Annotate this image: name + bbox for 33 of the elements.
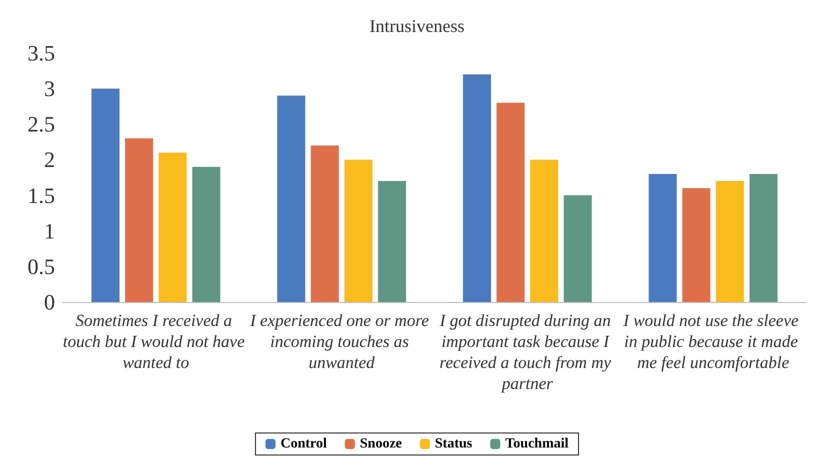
bar <box>564 195 592 302</box>
legend-label: Snooze <box>360 436 402 452</box>
y-tick-label: 0.5 <box>28 254 55 279</box>
y-tick-label: 1.5 <box>28 182 55 208</box>
x-tick-label: Sometimes I received a touch but I would not have wanted to <box>62 311 249 372</box>
bar <box>750 174 778 302</box>
legend-label: Control <box>280 436 327 452</box>
x-tick-label: I would not use the sleeve in public because it made me feel uncomfortable <box>622 311 803 372</box>
legend-label: Status <box>434 436 473 452</box>
bar <box>530 160 558 302</box>
chart-title: Intrusiveness <box>370 16 464 36</box>
bar <box>277 96 306 302</box>
y-tick-label: 3 <box>44 76 55 102</box>
bar <box>125 138 154 302</box>
bar <box>496 102 525 302</box>
bar <box>310 145 339 302</box>
y-tick-label: 2 <box>44 147 55 172</box>
y-tick-label: 3.5 <box>28 40 55 66</box>
bar <box>716 181 744 302</box>
bar <box>91 88 120 302</box>
y-tick-label: 2.5 <box>28 112 55 137</box>
bar <box>682 188 710 302</box>
bar <box>344 160 372 302</box>
y-tick-label: 0 <box>44 290 55 314</box>
bar <box>462 74 491 302</box>
x-tick-label: I experienced one or more incoming touches as unwanted <box>249 311 434 372</box>
bar <box>648 174 677 302</box>
bar <box>192 166 220 302</box>
bar <box>158 152 187 302</box>
y-tick-label: 1 <box>44 218 55 244</box>
x-tick-label: I got disrupted during an important task because I received a touch from my partner <box>438 311 616 393</box>
bar <box>378 181 406 302</box>
legend-label: Touchmail <box>505 436 569 452</box>
